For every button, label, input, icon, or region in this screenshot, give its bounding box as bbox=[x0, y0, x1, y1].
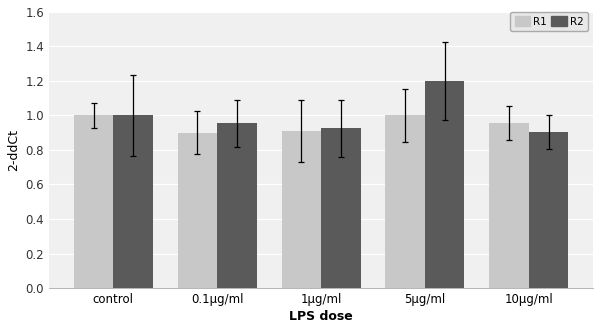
Bar bbox=[178, 133, 217, 288]
Bar bbox=[281, 131, 321, 288]
X-axis label: LPS dose: LPS dose bbox=[289, 310, 353, 323]
Bar bbox=[425, 81, 464, 288]
Bar bbox=[113, 115, 153, 288]
Bar bbox=[529, 132, 568, 288]
Bar bbox=[321, 128, 361, 288]
Bar bbox=[490, 123, 529, 288]
Bar bbox=[217, 123, 257, 288]
Bar bbox=[74, 115, 113, 288]
Y-axis label: 2-ddCt: 2-ddCt bbox=[7, 129, 20, 171]
Bar bbox=[385, 115, 425, 288]
Legend: R1, R2: R1, R2 bbox=[511, 12, 588, 31]
